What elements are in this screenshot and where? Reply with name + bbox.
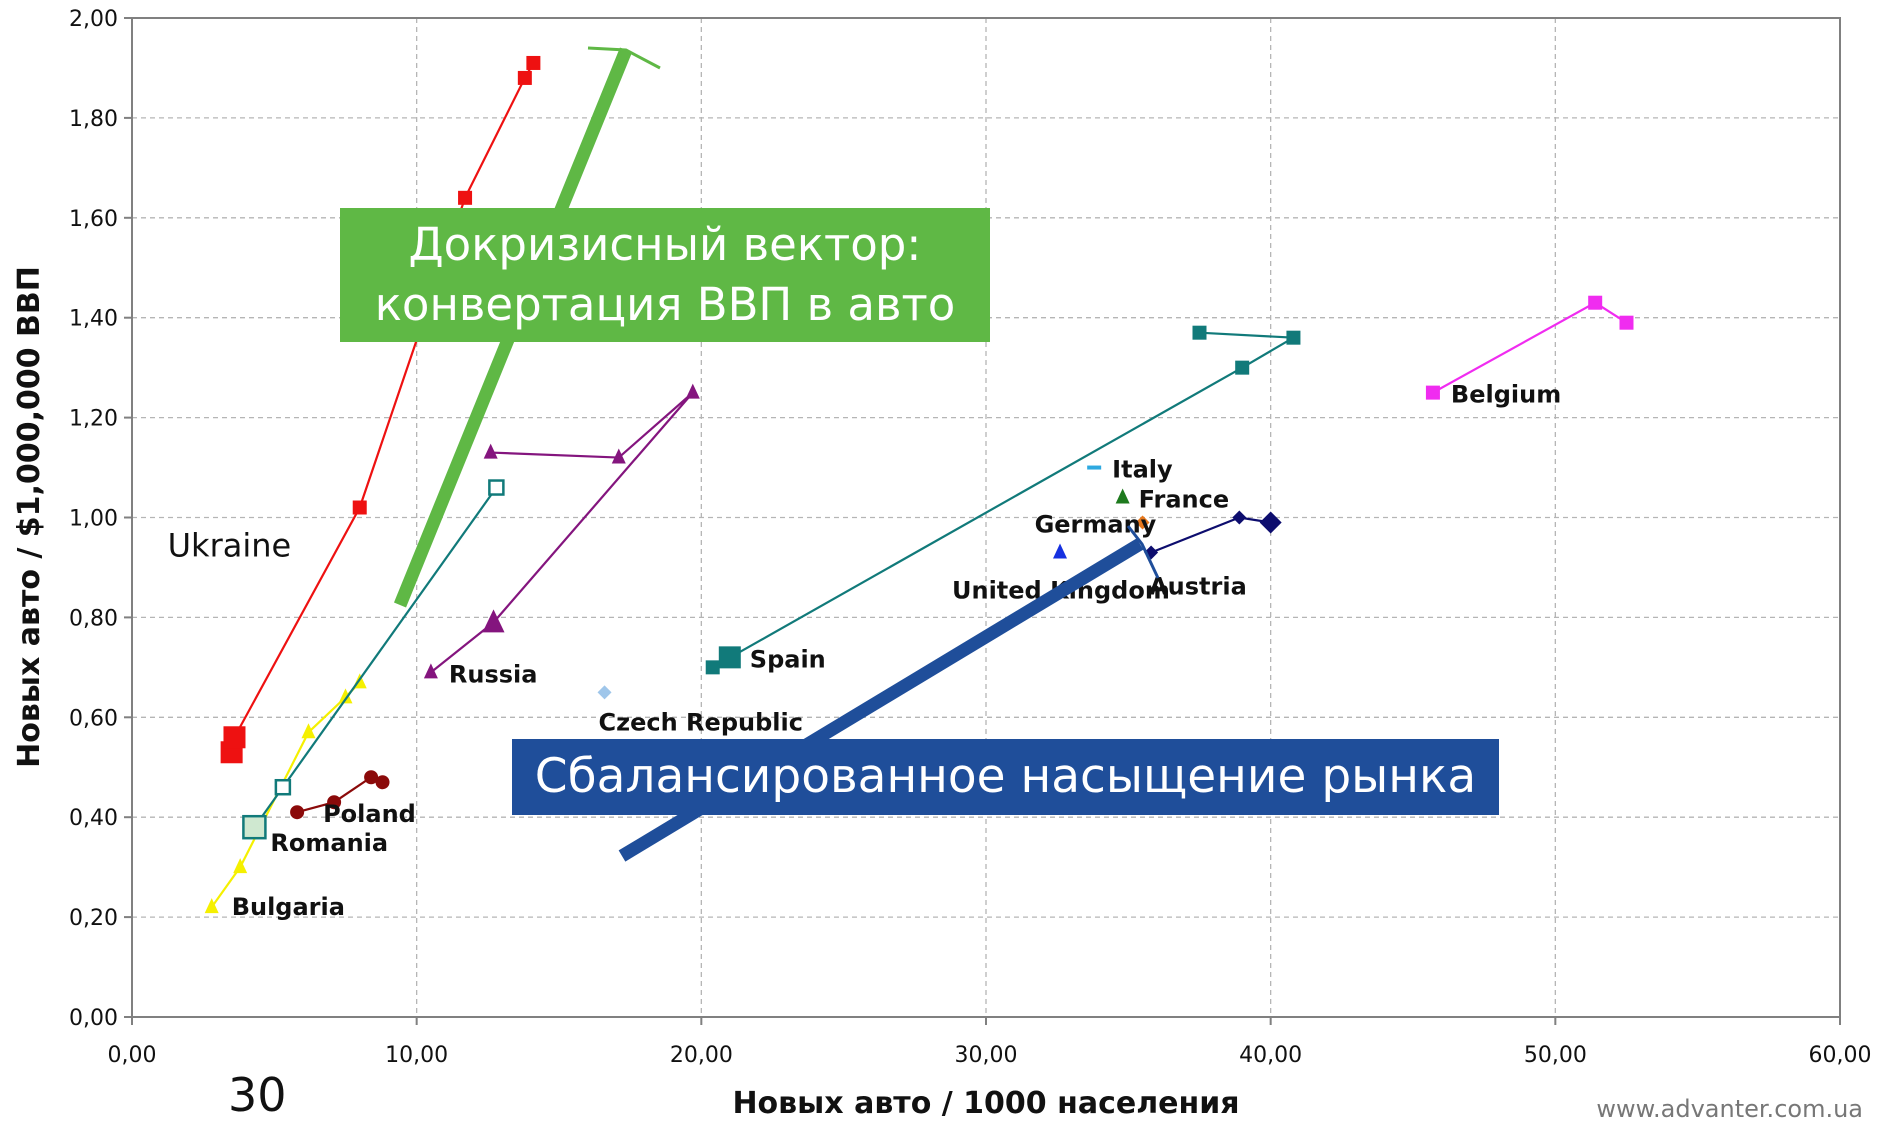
data-point <box>611 448 626 464</box>
x-axis-label: Новых авто / 1000 населения <box>732 1086 1239 1121</box>
series-germany: Germany <box>1035 510 1157 538</box>
y-axis-ticks: 0,00 0,20 0,40 0,60 0,80 1,00 1,20 1,40 1,60 1,80… <box>69 7 132 1031</box>
data-point <box>482 609 505 633</box>
blue-arrow-head <box>1126 525 1160 579</box>
series-label: Russia <box>449 660 538 688</box>
callout-line-1: Докризисный вектор: <box>408 218 922 271</box>
y-tick-label: 0,00 <box>69 1006 118 1031</box>
data-point <box>1087 465 1102 470</box>
series-label: Germany <box>1035 510 1157 538</box>
series-label: Bulgaria <box>232 893 345 921</box>
data-point <box>526 55 541 70</box>
data-point <box>301 723 316 739</box>
x-tick-label: 10,00 <box>385 1043 448 1068</box>
y-tick-label: 1,80 <box>69 107 118 132</box>
y-tick-label: 0,80 <box>69 606 118 631</box>
series-label: Romania <box>270 829 388 857</box>
page-number: 30 <box>228 1068 287 1122</box>
series-belgium: Belgium <box>1425 295 1634 409</box>
series-russia: Russia <box>423 383 700 688</box>
y-tick-label: 0,60 <box>69 706 118 731</box>
data-point <box>423 663 438 679</box>
x-tick-label: 40,00 <box>1239 1043 1302 1068</box>
x-axis-ticks: 0,00 10,00 20,00 30,00 40,00 50,00 60,00 <box>108 1017 1872 1068</box>
series-france: France <box>1115 486 1229 514</box>
data-point <box>233 858 248 874</box>
x-tick-label: 30,00 <box>955 1043 1018 1068</box>
series-line <box>1432 301 1628 394</box>
data-point <box>338 688 353 704</box>
y-tick-label: 2,00 <box>69 7 118 32</box>
green-arrow-head <box>587 46 661 70</box>
y-tick-label: 0,40 <box>69 806 118 831</box>
grid <box>132 18 1840 1017</box>
data-point <box>274 778 292 796</box>
y-axis-label: Новых авто / $1,000,000 ВВП <box>12 266 47 768</box>
data-point <box>1588 295 1603 310</box>
data-point <box>488 479 505 496</box>
series-romania: Romania <box>242 479 505 857</box>
data-point <box>597 685 612 700</box>
data-point <box>290 805 305 820</box>
y-tick-label: 1,20 <box>69 407 118 432</box>
website-url: www.advanter.com.ua <box>1596 1095 1863 1123</box>
data-point <box>1286 330 1301 345</box>
series-czech-republic: Czech Republic <box>597 685 803 736</box>
data-point <box>1232 510 1247 525</box>
data-point <box>364 770 379 785</box>
series-poland: Poland <box>290 770 416 828</box>
data-point <box>1053 543 1068 559</box>
series-label: Austria <box>1149 572 1247 600</box>
callout-line-2: конвертация ВВП в авто <box>374 278 956 331</box>
data-point <box>1135 515 1150 530</box>
data-point <box>705 660 720 675</box>
data-point <box>223 726 246 749</box>
data-point <box>1192 325 1207 340</box>
data-point <box>375 775 390 790</box>
balanced-saturation-callout: Сбалансированное насыщение рынка <box>512 739 1499 815</box>
series-label: France <box>1139 486 1229 514</box>
series-label: Spain <box>750 645 826 673</box>
y-tick-label: 1,00 <box>69 507 118 532</box>
series-label: Poland <box>323 800 416 828</box>
y-tick-label: 1,60 <box>69 207 118 232</box>
data-point <box>242 814 267 840</box>
data-point <box>685 383 700 399</box>
data-point <box>327 795 342 810</box>
data-point <box>718 646 741 669</box>
series-line <box>1150 516 1271 554</box>
series-spain: Spain <box>705 325 1301 675</box>
data-point <box>1115 488 1130 504</box>
series-label: Belgium <box>1451 381 1561 409</box>
data-point <box>1235 360 1250 375</box>
series-italy: Italy <box>1087 456 1173 484</box>
series-ukraine: Ukraine <box>168 55 541 764</box>
x-tick-label: 20,00 <box>670 1043 733 1068</box>
data-point <box>352 500 367 515</box>
series-label: Italy <box>1112 456 1173 484</box>
data-point <box>1259 511 1282 534</box>
pre-crisis-vector-callout: Докризисный вектор: конвертация ВВП в ав… <box>340 208 990 342</box>
x-tick-label: 50,00 <box>1524 1043 1587 1068</box>
data-point <box>483 443 498 459</box>
y-tick-label: 1,40 <box>69 307 118 332</box>
x-tick-label: 0,00 <box>108 1043 157 1068</box>
series-austria: Austria <box>1144 510 1282 600</box>
series-label: Czech Republic <box>599 708 803 736</box>
data-point <box>204 898 219 914</box>
data-point <box>458 190 473 205</box>
data-point <box>1619 315 1634 330</box>
y-tick-label: 0,20 <box>69 906 118 931</box>
data-point <box>517 70 532 85</box>
series-label: Ukraine <box>168 526 292 564</box>
x-tick-label: 60,00 <box>1809 1043 1872 1068</box>
data-point <box>1425 385 1440 400</box>
